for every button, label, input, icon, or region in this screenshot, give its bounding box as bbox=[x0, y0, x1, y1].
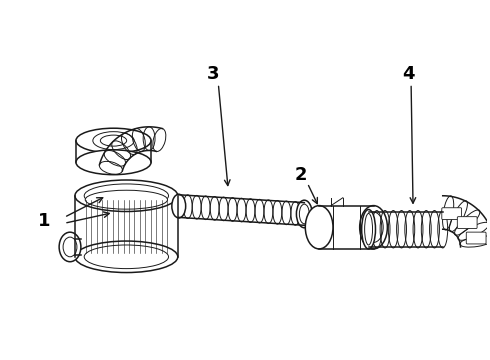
Ellipse shape bbox=[360, 206, 388, 249]
Ellipse shape bbox=[75, 180, 178, 212]
Ellipse shape bbox=[76, 128, 151, 153]
Ellipse shape bbox=[362, 210, 375, 249]
Text: 3: 3 bbox=[207, 65, 220, 83]
Text: 1: 1 bbox=[38, 212, 50, 230]
FancyBboxPatch shape bbox=[466, 232, 486, 244]
Ellipse shape bbox=[296, 200, 312, 228]
Ellipse shape bbox=[85, 190, 168, 209]
Text: 2: 2 bbox=[295, 166, 308, 184]
Ellipse shape bbox=[76, 150, 151, 175]
Ellipse shape bbox=[84, 245, 169, 269]
Ellipse shape bbox=[172, 194, 186, 218]
FancyBboxPatch shape bbox=[442, 208, 462, 220]
FancyBboxPatch shape bbox=[457, 217, 477, 229]
Ellipse shape bbox=[305, 206, 333, 249]
Ellipse shape bbox=[59, 232, 81, 262]
Ellipse shape bbox=[84, 184, 169, 208]
Text: 4: 4 bbox=[402, 65, 415, 83]
Ellipse shape bbox=[75, 241, 178, 273]
